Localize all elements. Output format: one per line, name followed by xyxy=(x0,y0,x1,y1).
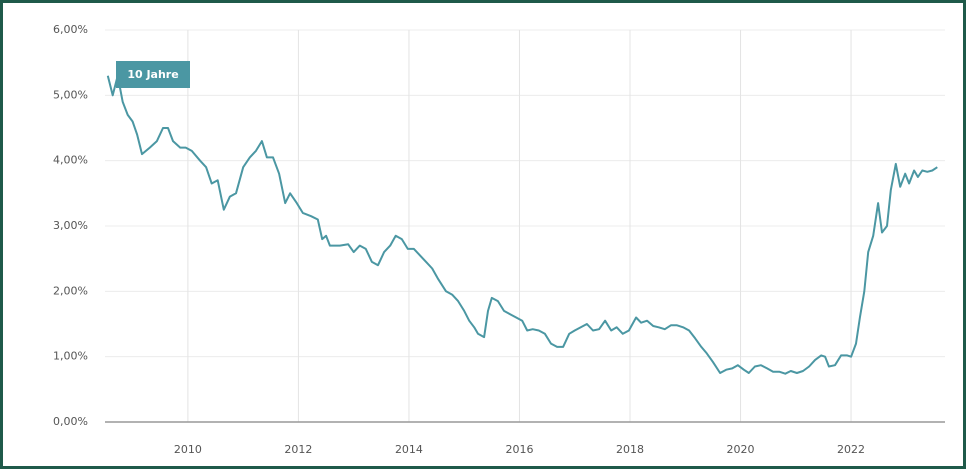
legend-label: 10 Jahre xyxy=(127,68,178,81)
x-tick-label: 2020 xyxy=(727,443,755,456)
x-tick-label: 2014 xyxy=(395,443,423,456)
x-tick-label: 2022 xyxy=(837,443,865,456)
x-tick-label: 2010 xyxy=(174,443,202,456)
line-series xyxy=(106,74,938,375)
y-tick-label: 4,00% xyxy=(53,154,88,167)
y-tick-label: 6,00% xyxy=(53,23,88,36)
x-tick-label: 2012 xyxy=(284,443,312,456)
legend-box xyxy=(116,61,190,88)
y-tick-label: 5,00% xyxy=(53,88,88,101)
y-tick-label: 2,00% xyxy=(53,284,88,297)
y-tick-label: 3,00% xyxy=(53,219,88,232)
x-tick-label: 2016 xyxy=(505,443,533,456)
y-tick-label: 1,00% xyxy=(53,350,88,363)
x-tick-label: 2018 xyxy=(616,443,644,456)
y-tick-label: 0,00% xyxy=(53,415,88,428)
